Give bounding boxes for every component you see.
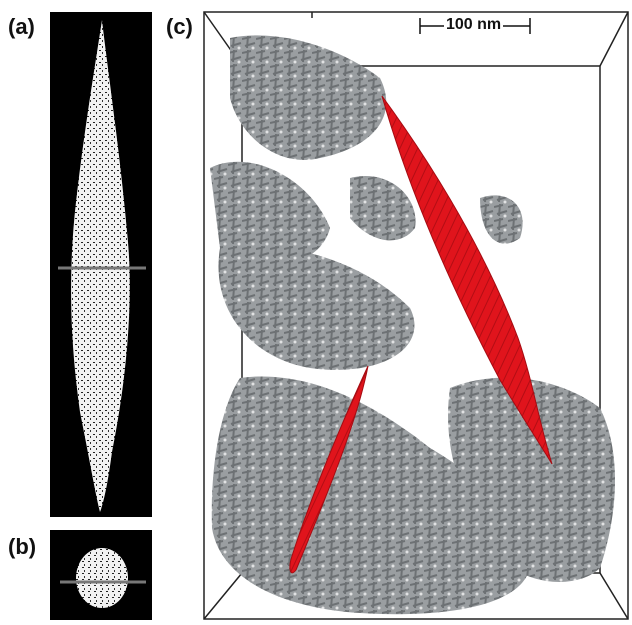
panel-b-end-view bbox=[50, 530, 152, 620]
scale-bar: 100 nm bbox=[418, 14, 534, 36]
panel-label-c: (c) bbox=[166, 14, 193, 39]
panel-label-a: (a) bbox=[8, 14, 35, 39]
panel-c-3d-reconstruction bbox=[200, 8, 632, 623]
red-crystal-large bbox=[381, 95, 553, 465]
panel-c-rendering bbox=[203, 11, 629, 620]
panel-label-b: (b) bbox=[8, 534, 37, 559]
red-crystal-small bbox=[289, 365, 369, 574]
panel-a-side-view bbox=[50, 12, 152, 517]
gray-fiber-network bbox=[210, 35, 615, 615]
panel-a-rendering bbox=[58, 20, 146, 512]
scale-bar-label: 100 nm bbox=[444, 16, 504, 34]
panel-b-rendering bbox=[60, 548, 146, 608]
